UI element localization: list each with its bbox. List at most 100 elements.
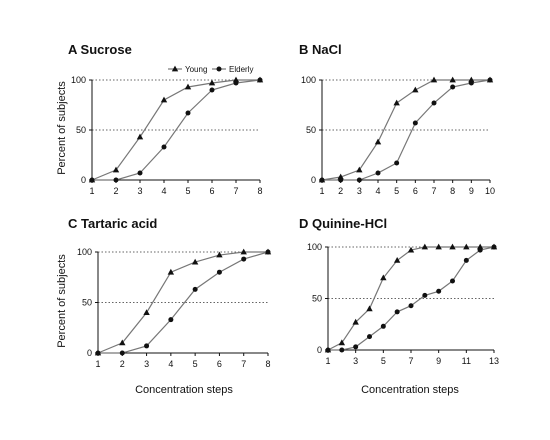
panel-a-xtick-label: 2 <box>113 186 118 196</box>
panel-c-xtick-label: 3 <box>144 359 149 369</box>
panel-d-elderly-point <box>463 257 469 263</box>
panel-a-young-point <box>232 76 240 83</box>
panel-b-xtick-label: 6 <box>413 186 418 196</box>
panel-b-xtick-label: 8 <box>450 186 455 196</box>
panel-d-elderly-point <box>380 323 386 329</box>
panel-c-xtick-label: 2 <box>120 359 125 369</box>
legend-young-label: Young <box>185 65 207 74</box>
panel-d-xtick-label: 1 <box>325 356 330 366</box>
panel-b-xtick-label: 7 <box>431 186 436 196</box>
panel-d-elderly-point <box>491 244 497 250</box>
legend-elderly-marker <box>216 66 222 72</box>
panel-a-elderly-point <box>233 80 239 86</box>
panel-d-young-point <box>338 339 346 346</box>
panel-d-xtick-label: 9 <box>436 356 441 366</box>
panel-c-ytick-label: 50 <box>82 298 92 308</box>
panel-b-elderly-point <box>450 84 456 90</box>
panel-a-elderly-point <box>185 110 191 116</box>
panel-c-xtick-label: 8 <box>265 359 270 369</box>
panel-c-young-point <box>119 339 126 346</box>
panel-a-young-point <box>208 79 216 86</box>
panel-b-young-point <box>374 138 382 145</box>
panel-a-young-point <box>136 133 144 140</box>
panel-c-elderly-point <box>119 350 125 356</box>
panel-d-ytick-label: 0 <box>317 345 322 355</box>
panel-b-ytick-label: 100 <box>301 75 316 85</box>
panel-b-elderly-point <box>394 160 400 166</box>
panel-d-young-point <box>435 243 442 250</box>
panel-a-young-line <box>91 79 260 181</box>
panel-c-xtick-label: 5 <box>193 359 198 369</box>
panel-a-elderly-point <box>137 170 143 176</box>
panel-d-xtick-label: 7 <box>408 356 413 366</box>
panel-b-elderly-point <box>468 80 474 86</box>
panel-b-young-point <box>356 166 363 173</box>
panel-a-ytick-label: 100 <box>71 75 86 85</box>
panel-c-young-point <box>167 268 175 275</box>
panel-c-ytick-label: 100 <box>77 247 92 257</box>
panel-a-elderly-line <box>92 79 261 181</box>
panel-c-young-point <box>143 309 150 315</box>
panel-c-title: C Tartaric acid <box>68 216 158 231</box>
panel-c-elderly-line <box>98 251 269 354</box>
panel-c-elderly-point <box>168 317 174 323</box>
panel-a-xtick-label: 3 <box>137 186 142 196</box>
panel-c-xtick-label: 1 <box>95 359 100 369</box>
panel-a-elderly-point <box>113 177 119 183</box>
panel-a-xtick-label: 4 <box>161 186 166 196</box>
panel-d-title: D Quinine-HCl <box>299 216 388 231</box>
panel-a-xtick-label: 5 <box>185 186 190 196</box>
panel-b-elderly-point <box>431 100 437 106</box>
panel-d-xtick-label: 13 <box>489 356 499 366</box>
panel-d-young-point <box>366 305 373 312</box>
panel-b-young-point <box>449 76 456 83</box>
panel-c-xtick-label: 4 <box>168 359 173 369</box>
panel-a-legend: Young Elderly <box>168 65 253 74</box>
panel-b-xtick-label: 2 <box>338 186 343 196</box>
panel-d-ytick-label: 100 <box>307 242 322 252</box>
panel-d-young-point <box>352 318 359 325</box>
panel-d-young-point <box>476 243 484 250</box>
panel-d-young-point <box>421 243 429 250</box>
panel-a-elderly-point <box>257 77 263 83</box>
panel-d-elderly-point <box>450 278 455 284</box>
panel-c-plot: 0 50 100 1 2 3 4 5 6 7 8 <box>77 247 272 369</box>
panel-d-elderly-point <box>408 303 414 309</box>
panel-c-elderly-point <box>95 350 101 356</box>
panel-b-elderly-line <box>322 79 491 181</box>
panel-b-young-point <box>412 86 419 93</box>
panel-a-ytick-label: 50 <box>76 125 86 135</box>
panel-c-young-point <box>216 251 223 258</box>
panel-a-plot: 0 50 100 1 2 3 4 5 6 7 8 Young Elderly <box>71 65 264 196</box>
panel-c-young-point <box>240 248 247 255</box>
panel-d-elderly-point <box>436 288 442 294</box>
legend-young-marker <box>171 65 179 72</box>
panel-b-xtick-label: 9 <box>469 186 474 196</box>
panel-c-elderly-point <box>192 286 198 292</box>
panel-b-xtick-label: 3 <box>357 186 362 196</box>
panel-b-young-point <box>393 99 400 106</box>
panel-a-xtick-label: 7 <box>233 186 238 196</box>
panel-d-xtick-label: 11 <box>462 356 471 366</box>
panel-c-xtick-label: 6 <box>217 359 222 369</box>
panel-a-xtick-label: 8 <box>257 186 262 196</box>
panel-d-xlabel: Concentration steps <box>361 384 459 396</box>
panel-d-xtick-label: 5 <box>381 356 386 366</box>
panel-a-elderly-point <box>209 87 215 93</box>
panel-b-ytick-label: 0 <box>311 175 316 185</box>
panel-d-ytick-label: 50 <box>312 294 322 304</box>
panel-b-plot: 0 50 100 1 2 3 4 5 6 7 8 9 10 <box>301 75 495 196</box>
panel-c-xtick-label: 7 <box>241 359 246 369</box>
panel-d-elderly-point <box>394 309 400 315</box>
panel-a-ytick-label: 0 <box>81 175 86 185</box>
panel-b-xtick-label: 5 <box>394 186 399 196</box>
panel-d-elderly-point <box>339 347 345 353</box>
panel-b-xtick-label: 4 <box>375 186 380 196</box>
panel-b-xtick-label: 10 <box>485 186 495 196</box>
panel-d-xtick-label: 3 <box>353 356 358 366</box>
panel-c-elderly-point <box>144 343 150 349</box>
panel-a-xtick-label: 6 <box>209 186 214 196</box>
panel-a-young-point <box>160 96 168 103</box>
